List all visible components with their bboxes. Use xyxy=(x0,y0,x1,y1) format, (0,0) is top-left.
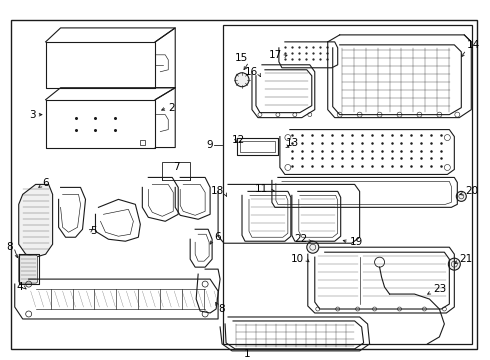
Text: 20: 20 xyxy=(466,186,478,197)
Text: 8: 8 xyxy=(218,304,225,314)
Text: 6: 6 xyxy=(214,232,220,242)
Text: 9: 9 xyxy=(206,140,213,149)
Text: 12: 12 xyxy=(232,135,245,145)
Text: 3: 3 xyxy=(29,110,36,120)
Text: 23: 23 xyxy=(433,284,447,294)
Text: 11: 11 xyxy=(255,184,268,194)
Circle shape xyxy=(235,73,249,87)
Text: 1: 1 xyxy=(244,349,250,359)
Text: 13: 13 xyxy=(286,138,299,148)
Text: 16: 16 xyxy=(245,67,258,77)
Text: 7: 7 xyxy=(173,162,179,172)
Bar xyxy=(140,140,146,144)
Circle shape xyxy=(448,258,460,270)
Text: 14: 14 xyxy=(467,40,481,50)
Text: 6: 6 xyxy=(43,179,49,188)
Text: 15: 15 xyxy=(235,53,248,63)
Text: 2: 2 xyxy=(168,103,175,113)
FancyBboxPatch shape xyxy=(19,255,38,283)
Circle shape xyxy=(307,241,319,253)
Text: 5: 5 xyxy=(91,226,97,236)
Text: 22: 22 xyxy=(294,234,308,244)
Text: 10: 10 xyxy=(291,254,304,264)
Text: 21: 21 xyxy=(459,254,472,264)
Polygon shape xyxy=(19,184,52,257)
Bar xyxy=(162,162,190,180)
Text: 4: 4 xyxy=(16,282,23,292)
Text: 8: 8 xyxy=(6,242,13,252)
Circle shape xyxy=(456,192,466,201)
Text: 18: 18 xyxy=(211,186,224,197)
Text: 19: 19 xyxy=(350,237,363,247)
Text: 17: 17 xyxy=(269,50,282,60)
Bar xyxy=(223,25,472,344)
